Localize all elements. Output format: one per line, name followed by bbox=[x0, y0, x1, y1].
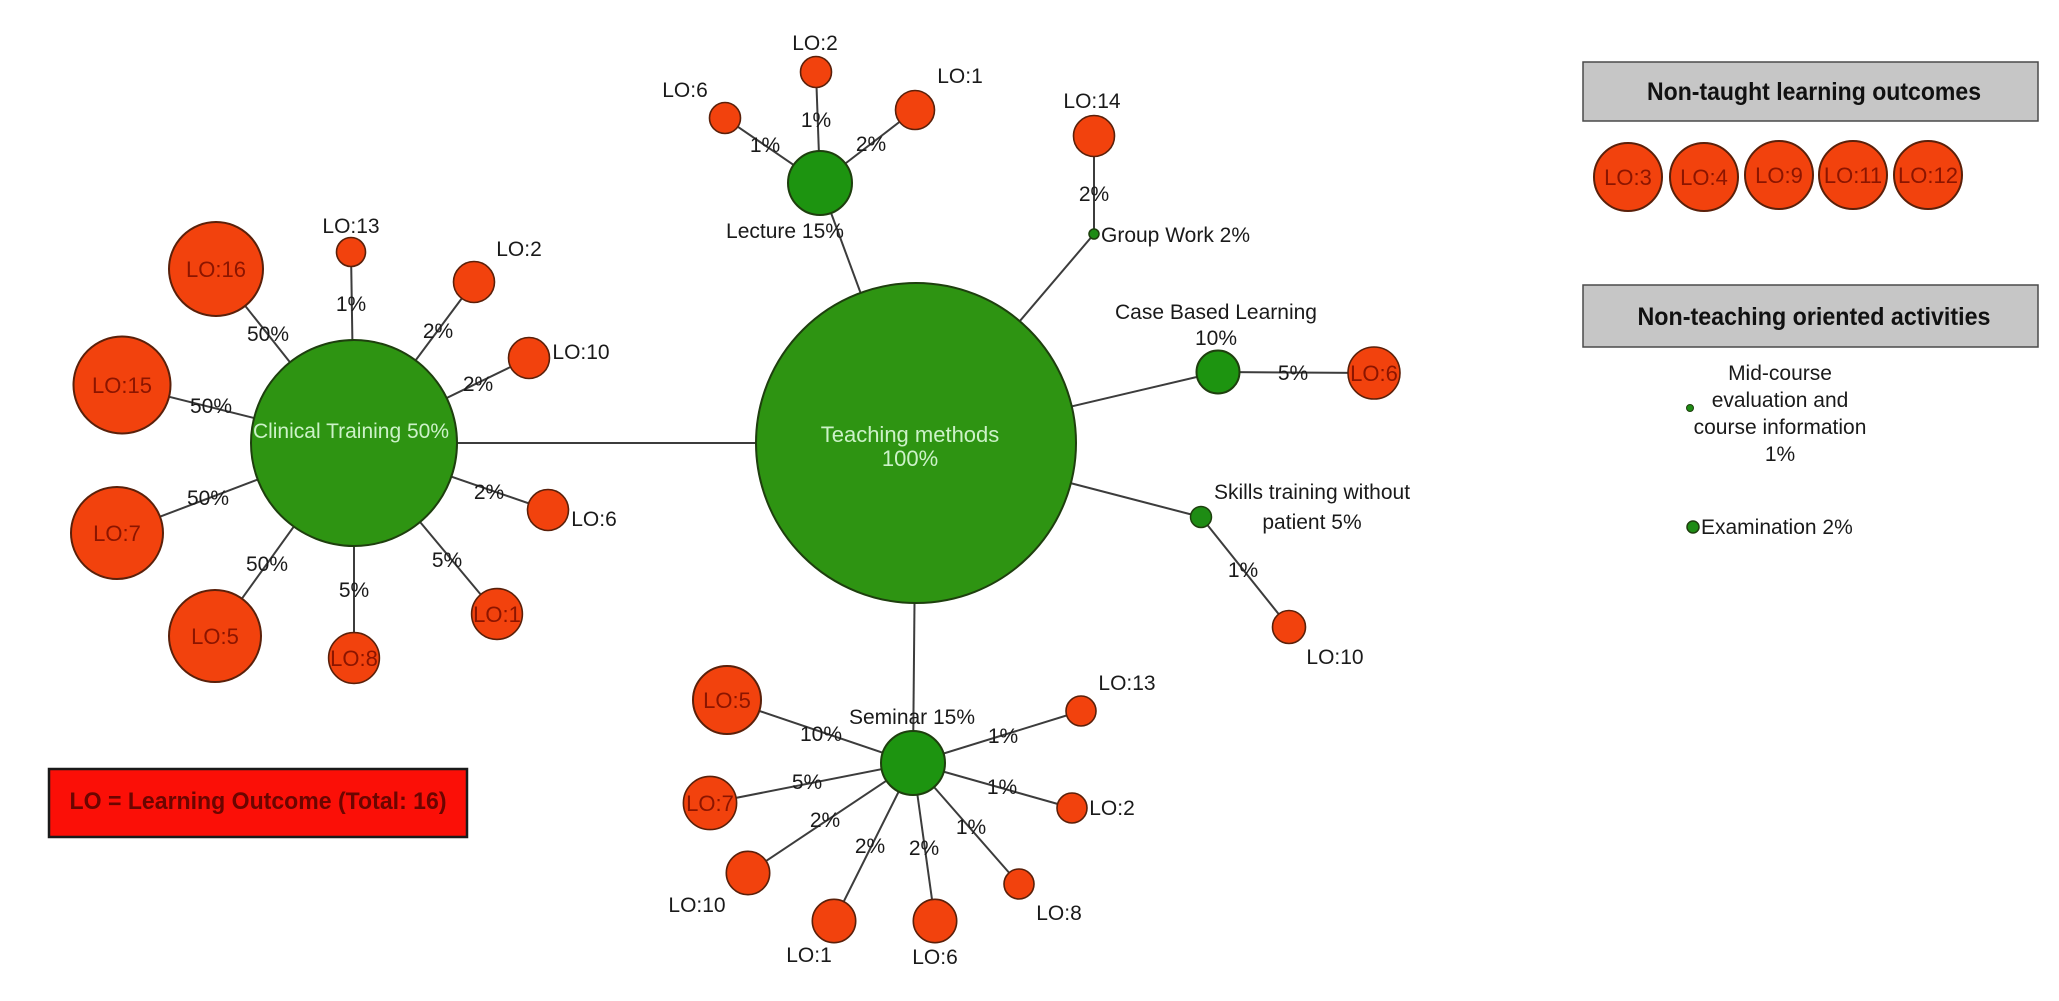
svg-text:1%: 1% bbox=[750, 134, 780, 157]
svg-text:2%: 2% bbox=[463, 373, 493, 396]
svg-text:LO:9: LO:9 bbox=[1755, 163, 1803, 188]
svg-text:LO:13: LO:13 bbox=[1098, 672, 1155, 695]
svg-text:LO = Learning Outcome (Total:: LO = Learning Outcome (Total: 16) bbox=[70, 788, 447, 815]
svg-text:LO:6: LO:6 bbox=[662, 79, 708, 102]
svg-text:LO:7: LO:7 bbox=[686, 791, 734, 816]
svg-text:2%: 2% bbox=[810, 809, 840, 832]
svg-text:50%: 50% bbox=[190, 395, 232, 418]
svg-text:Examination 2%: Examination 2% bbox=[1701, 516, 1853, 539]
svg-text:LO:10: LO:10 bbox=[668, 894, 725, 917]
svg-text:Non-teaching oriented activiti: Non-teaching oriented activities bbox=[1638, 303, 1991, 331]
svg-text:LO:8: LO:8 bbox=[1036, 902, 1082, 925]
svg-text:5%: 5% bbox=[792, 771, 822, 794]
svg-text:LO:10: LO:10 bbox=[552, 341, 609, 364]
svg-text:2%: 2% bbox=[423, 320, 453, 343]
svg-text:LO:5: LO:5 bbox=[191, 624, 239, 649]
svg-text:50%: 50% bbox=[247, 323, 289, 346]
svg-text:LO:8: LO:8 bbox=[330, 646, 378, 671]
svg-text:Teaching methods: Teaching methods bbox=[821, 422, 1000, 447]
svg-text:LO:14: LO:14 bbox=[1063, 90, 1121, 113]
svg-text:2%: 2% bbox=[1079, 183, 1109, 206]
svg-text:LO:1: LO:1 bbox=[937, 65, 983, 88]
svg-text:Mid-course: Mid-course bbox=[1728, 362, 1832, 385]
svg-text:LO:6: LO:6 bbox=[1350, 361, 1398, 386]
svg-text:LO:15: LO:15 bbox=[92, 373, 152, 398]
svg-text:10%: 10% bbox=[1195, 327, 1237, 350]
svg-text:100%: 100% bbox=[882, 446, 938, 471]
svg-text:LO:1: LO:1 bbox=[786, 944, 832, 967]
svg-text:LO:6: LO:6 bbox=[912, 946, 958, 969]
svg-text:LO:2: LO:2 bbox=[1089, 797, 1135, 820]
svg-text:1%: 1% bbox=[1765, 443, 1795, 466]
svg-text:LO:10: LO:10 bbox=[1306, 646, 1363, 669]
svg-text:5%: 5% bbox=[1278, 362, 1308, 385]
svg-text:LO:2: LO:2 bbox=[496, 238, 542, 261]
svg-text:50%: 50% bbox=[187, 487, 229, 510]
svg-text:1%: 1% bbox=[801, 109, 831, 132]
svg-text:LO:13: LO:13 bbox=[322, 215, 379, 238]
svg-text:evaluation and: evaluation and bbox=[1712, 389, 1849, 412]
svg-text:patient 5%: patient 5% bbox=[1262, 511, 1361, 534]
svg-text:Clinical Training 50%: Clinical Training 50% bbox=[253, 420, 449, 443]
svg-text:Skills training without: Skills training without bbox=[1214, 481, 1410, 504]
svg-text:Lecture 15%: Lecture 15% bbox=[726, 220, 844, 243]
svg-text:LO:16: LO:16 bbox=[186, 257, 246, 282]
svg-text:LO:1: LO:1 bbox=[473, 602, 521, 627]
svg-text:10%: 10% bbox=[800, 723, 842, 746]
svg-text:2%: 2% bbox=[856, 133, 886, 156]
svg-text:LO:2: LO:2 bbox=[792, 32, 838, 55]
svg-text:1%: 1% bbox=[336, 293, 366, 316]
svg-text:LO:11: LO:11 bbox=[1824, 163, 1882, 188]
svg-text:LO:5: LO:5 bbox=[703, 688, 751, 713]
svg-text:LO:12: LO:12 bbox=[1898, 163, 1958, 188]
svg-text:1%: 1% bbox=[956, 816, 986, 839]
svg-text:LO:3: LO:3 bbox=[1604, 165, 1652, 190]
svg-text:1%: 1% bbox=[987, 776, 1017, 799]
svg-text:1%: 1% bbox=[1228, 559, 1258, 582]
svg-text:LO:7: LO:7 bbox=[93, 521, 141, 546]
svg-text:5%: 5% bbox=[339, 579, 369, 602]
svg-text:LO:4: LO:4 bbox=[1680, 165, 1728, 190]
svg-text:50%: 50% bbox=[246, 553, 288, 576]
svg-text:LO:6: LO:6 bbox=[571, 508, 617, 531]
svg-text:2%: 2% bbox=[474, 481, 504, 504]
svg-text:course information: course information bbox=[1694, 416, 1867, 439]
svg-text:5%: 5% bbox=[432, 549, 462, 572]
svg-text:2%: 2% bbox=[909, 837, 939, 860]
svg-text:Group Work 2%: Group Work 2% bbox=[1101, 224, 1250, 247]
svg-text:Non-taught learning outcomes: Non-taught learning outcomes bbox=[1647, 78, 1981, 106]
svg-text:2%: 2% bbox=[855, 835, 885, 858]
svg-text:Case Based Learning: Case Based Learning bbox=[1115, 301, 1317, 324]
svg-text:Seminar 15%: Seminar 15% bbox=[849, 706, 975, 729]
svg-text:1%: 1% bbox=[988, 725, 1018, 748]
